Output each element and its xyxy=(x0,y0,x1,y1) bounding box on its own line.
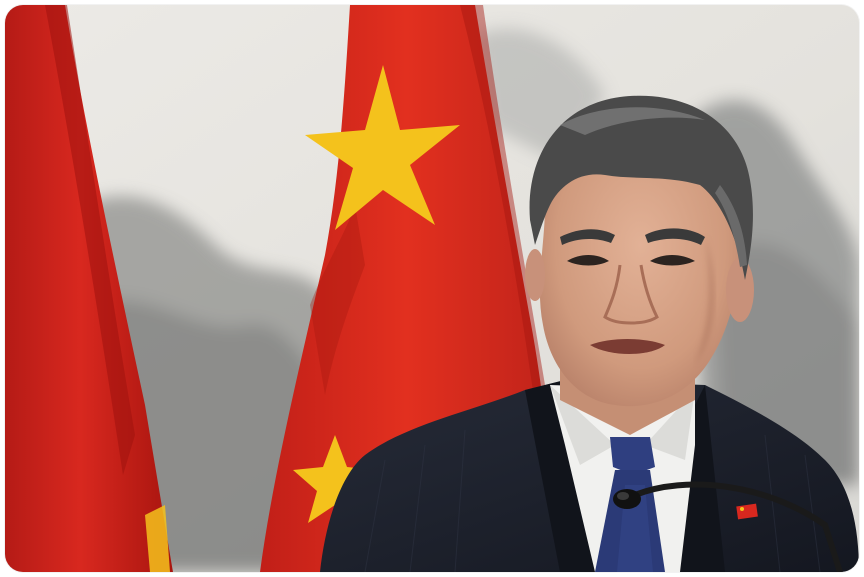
flag-large-star xyxy=(305,65,460,230)
microphone-stand xyxy=(632,481,843,572)
photo-frame xyxy=(5,5,859,572)
left-eyebrow xyxy=(560,229,615,245)
nose xyxy=(603,264,659,325)
left-flag-star-fragment xyxy=(145,505,170,572)
hair xyxy=(529,95,753,280)
right-lapel xyxy=(680,385,725,572)
right-ear xyxy=(726,258,754,322)
lapel-flag-pin xyxy=(736,503,758,520)
left-eye xyxy=(567,255,609,266)
flag-small-star xyxy=(293,435,377,523)
tie-knot xyxy=(610,437,655,475)
mouth xyxy=(590,339,665,354)
news-photo xyxy=(5,5,859,572)
right-eyebrow xyxy=(645,228,705,245)
microphone-head xyxy=(613,489,641,509)
right-eye xyxy=(650,255,695,266)
left-ear xyxy=(525,249,545,301)
face xyxy=(539,112,742,407)
